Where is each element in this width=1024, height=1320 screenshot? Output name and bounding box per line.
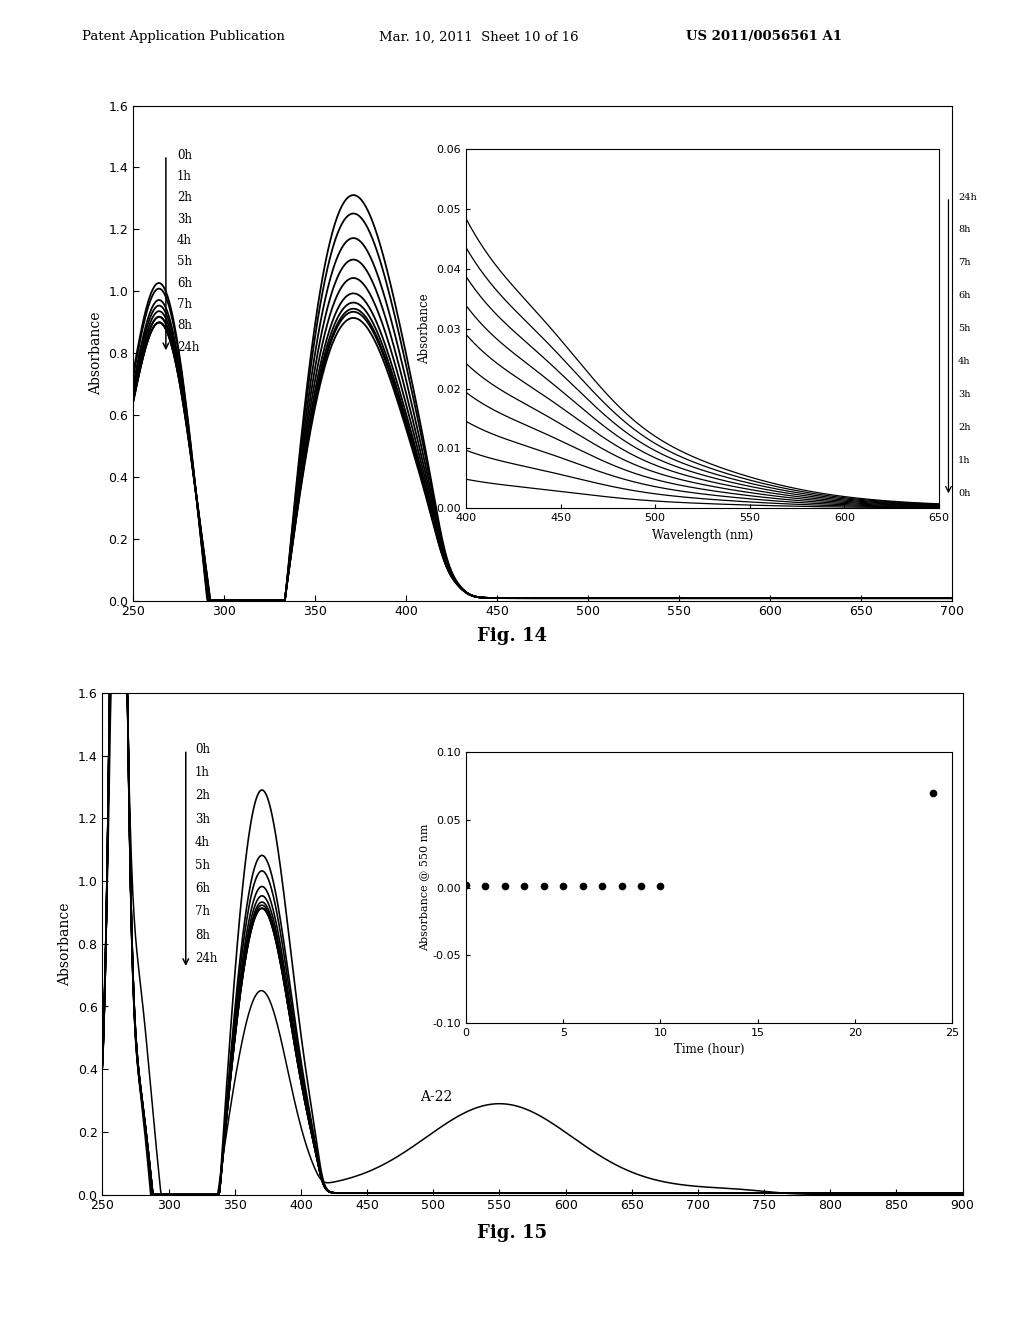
Text: 6h: 6h <box>957 292 971 300</box>
Text: 4h: 4h <box>177 234 191 247</box>
Text: 5h: 5h <box>177 255 191 268</box>
Text: 4h: 4h <box>957 358 971 366</box>
Text: 24h: 24h <box>957 193 977 202</box>
Text: 0h: 0h <box>177 149 191 161</box>
Text: 5h: 5h <box>195 859 210 873</box>
Text: 7h: 7h <box>177 298 191 312</box>
X-axis label: Wavelength (nm): Wavelength (nm) <box>652 528 753 541</box>
Text: 8h: 8h <box>177 319 191 333</box>
Text: 3h: 3h <box>177 213 191 226</box>
Text: 5h: 5h <box>957 325 971 333</box>
Text: Mar. 10, 2011  Sheet 10 of 16: Mar. 10, 2011 Sheet 10 of 16 <box>379 30 579 44</box>
Text: 3h: 3h <box>195 813 210 825</box>
Text: 8h: 8h <box>957 226 971 235</box>
Text: 4h: 4h <box>195 836 210 849</box>
Text: 8h: 8h <box>195 928 210 941</box>
Text: 2h: 2h <box>195 789 210 803</box>
Text: 1h: 1h <box>195 766 210 779</box>
Text: Fig. 15: Fig. 15 <box>477 1224 547 1242</box>
X-axis label: Time (hour): Time (hour) <box>674 1043 744 1056</box>
Text: 24h: 24h <box>195 952 217 965</box>
Text: 7h: 7h <box>957 259 971 268</box>
Text: 2h: 2h <box>957 422 971 432</box>
Y-axis label: Absorbance: Absorbance <box>58 902 72 986</box>
Y-axis label: Absorbance @ 550 nm: Absorbance @ 550 nm <box>420 824 430 952</box>
Y-axis label: Absorbance: Absorbance <box>89 312 102 395</box>
Text: 1h: 1h <box>177 170 191 183</box>
Text: 7h: 7h <box>195 906 210 919</box>
Text: 24h: 24h <box>177 341 200 354</box>
Text: 2h: 2h <box>177 191 191 205</box>
Y-axis label: Absorbance: Absorbance <box>418 293 431 364</box>
Text: 3h: 3h <box>957 389 971 399</box>
Text: 1h: 1h <box>957 455 971 465</box>
Text: 0h: 0h <box>957 488 971 498</box>
Text: 6h: 6h <box>177 277 191 289</box>
Text: A-22: A-22 <box>420 1089 453 1104</box>
Text: US 2011/0056561 A1: US 2011/0056561 A1 <box>686 30 842 44</box>
Text: Patent Application Publication: Patent Application Publication <box>82 30 285 44</box>
Text: Fig. 14: Fig. 14 <box>477 627 547 645</box>
Text: 6h: 6h <box>195 882 210 895</box>
Text: 0h: 0h <box>195 743 210 756</box>
